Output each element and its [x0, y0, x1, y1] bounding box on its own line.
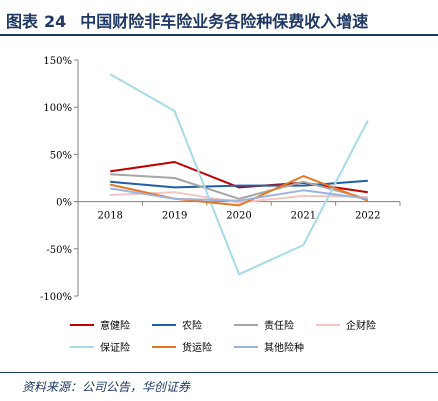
y-tick-label: -100%	[40, 292, 72, 303]
legend-item: 农险	[152, 319, 202, 332]
title-rule	[0, 34, 438, 36]
source-note: 资料来源：公司公告，华创证券	[22, 380, 191, 394]
x-tick-label: 2018	[97, 211, 122, 222]
legend-item: 责任险	[234, 319, 294, 332]
legend-label: 保证险	[100, 341, 130, 354]
x-tick-label: 2021	[291, 211, 316, 222]
legend-item: 保证险	[70, 341, 130, 354]
x-tick-label: 2020	[226, 211, 251, 222]
legend-item: 其他险种	[234, 341, 304, 354]
legend-label: 企财险	[346, 319, 376, 332]
series-line-保证险	[109, 73, 369, 276]
figure-title-bar: 图表 24 中国财险非车险业务各险种保费收入增速	[6, 8, 432, 32]
bottom-rule	[0, 372, 438, 373]
legend-item: 企财险	[316, 319, 376, 332]
legend-item: 意健险	[70, 319, 130, 332]
y-tick-label: -50%	[46, 245, 72, 256]
y-tick-label: 100%	[43, 103, 72, 114]
series-line-货运险	[109, 175, 369, 207]
y-tick-label: 0%	[56, 198, 72, 209]
series-line-意健险	[110, 161, 368, 194]
legend-item: 货运险	[152, 341, 212, 354]
series-line-责任险	[110, 173, 369, 200]
x-tick-label: 2019	[162, 211, 187, 222]
series-line-其他险种	[110, 187, 368, 202]
line-chart: 150% 100% 50% 0% -50% -100% 2018 2019 2020 2021 20…	[40, 56, 401, 354]
legend-label: 意健险	[100, 319, 130, 332]
y-tick-label: 150%	[43, 56, 72, 67]
legend-label: 农险	[182, 319, 202, 332]
legend-label: 货运险	[182, 341, 212, 354]
legend-label: 其他险种	[264, 341, 304, 354]
figure-title: 中国财险非车险业务各险种保费收入增速	[80, 12, 369, 31]
x-tick-label: 2022	[355, 211, 380, 222]
figure-label: 图表	[6, 12, 39, 31]
y-tick-label: 50%	[50, 150, 72, 161]
legend-label: 责任险	[264, 319, 294, 332]
figure-number: 24	[44, 12, 67, 31]
